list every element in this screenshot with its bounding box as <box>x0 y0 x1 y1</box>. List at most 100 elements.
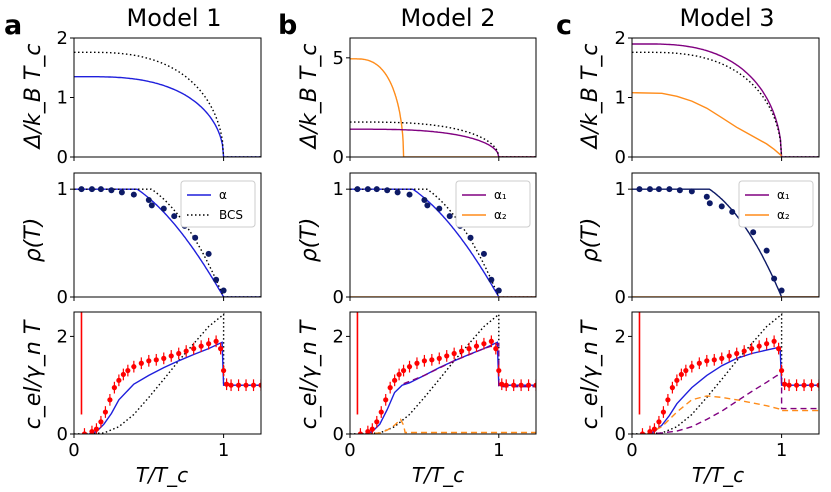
exp-point <box>153 357 159 363</box>
data-point <box>763 247 770 254</box>
exp-point <box>146 358 152 364</box>
exp-point <box>647 428 653 434</box>
x-tick-label: 0 <box>626 440 637 461</box>
series-line-bcs-0 <box>74 312 261 434</box>
x-tick-label: 1 <box>776 440 787 461</box>
exp-point <box>414 360 420 366</box>
data-point <box>467 234 474 241</box>
exp-point <box>771 338 777 344</box>
ylabel-gap-a: Δ/k_B T_c <box>21 44 46 151</box>
data-point <box>97 186 104 193</box>
exp-point <box>444 353 450 359</box>
data-point <box>424 202 431 209</box>
data-point <box>108 187 115 194</box>
axes-frame <box>349 172 537 298</box>
exp-point <box>406 364 413 370</box>
plot-area <box>74 51 261 157</box>
data-point <box>706 200 713 207</box>
data-point <box>171 213 178 220</box>
y-tick-label: 1 <box>57 88 68 109</box>
data-point <box>205 250 212 257</box>
data-point <box>771 275 778 282</box>
legend-label: α <box>219 188 227 202</box>
plot-a-rho: 0 1 α BCS <box>57 172 262 308</box>
series-line-alpha-0 <box>74 76 261 157</box>
ylabel-rho-c: ρ(T) <box>578 218 603 263</box>
exp-point <box>776 346 782 352</box>
series-line-bcs-1 <box>74 51 261 157</box>
data-point <box>436 205 443 212</box>
exp-point <box>503 382 509 388</box>
series-line-alpha1-1 <box>350 128 536 157</box>
exp-point <box>749 346 755 352</box>
exp-point <box>711 357 717 363</box>
exp-point <box>651 426 658 432</box>
data-point <box>655 186 662 193</box>
data-point <box>778 287 785 294</box>
data-point <box>729 208 736 215</box>
exp-point <box>466 346 472 352</box>
exp-point <box>138 360 144 366</box>
plot-area <box>350 186 536 297</box>
exp-point <box>243 382 249 388</box>
plot-c-gap: 0 1 2 <box>615 28 820 168</box>
series-line-alpha2-2 <box>632 92 783 157</box>
exp-point <box>756 343 762 349</box>
exp-point <box>496 367 502 374</box>
data-point <box>406 191 413 198</box>
data-point <box>220 287 227 294</box>
exp-point <box>98 419 104 425</box>
exp-point <box>801 382 807 388</box>
exp-point <box>793 382 800 388</box>
exp-point <box>228 382 234 388</box>
exp-point <box>93 426 100 432</box>
legend-label: α₁ <box>777 188 790 202</box>
legend-box <box>180 180 256 228</box>
exp-point <box>779 367 785 374</box>
data-point <box>384 187 391 194</box>
xlabel-b: T/T_c <box>412 463 464 487</box>
exp-point <box>191 346 197 352</box>
x-tick-label: 1 <box>493 440 504 461</box>
ylabel-gap-c: Δ/k_B T_c <box>578 44 603 151</box>
exp-point <box>726 353 732 359</box>
exp-point <box>741 348 747 354</box>
column-title-b: Model 2 <box>401 4 496 32</box>
legend-label: α₂ <box>777 208 790 222</box>
xlabel-c: T/T_c <box>692 463 744 487</box>
exp-point <box>669 385 675 391</box>
exp-point <box>125 367 131 374</box>
legend-label: BCS <box>219 208 243 222</box>
data-point <box>364 186 371 193</box>
ylabel-cel-c: c_el/γ_n T <box>578 319 603 429</box>
exp-point <box>518 382 524 388</box>
exp-point <box>378 409 384 415</box>
exp-point <box>488 338 494 344</box>
exp-point <box>206 341 212 347</box>
y-tick-label: 0 <box>333 147 344 168</box>
ylabel-cel-b: c_el/γ_n T <box>297 319 322 429</box>
plot-area <box>350 312 536 434</box>
exp-point <box>451 350 457 357</box>
series-line-alpha1-0 <box>632 43 819 157</box>
exp-point <box>533 382 536 388</box>
y-tick-label: 0 <box>333 287 344 308</box>
exp-point <box>161 355 167 361</box>
exp-point <box>674 377 680 383</box>
y-tick-label: 2 <box>57 326 68 347</box>
exp-point <box>392 377 398 383</box>
data-point <box>373 186 380 193</box>
y-tick-label: 1 <box>333 179 344 200</box>
y-tick-label: 2 <box>333 326 344 347</box>
axes-frame <box>631 172 820 298</box>
data-point <box>88 186 95 193</box>
series-line-bcs-2 <box>350 121 536 157</box>
exp-point <box>218 346 224 352</box>
ylabel-cel-a: c_el/γ_n T <box>21 319 46 429</box>
data-point <box>160 205 167 212</box>
exp-point <box>369 426 375 432</box>
series-line-alpha2-3 <box>364 418 536 434</box>
exp-point <box>235 382 242 388</box>
data-point <box>118 189 125 196</box>
